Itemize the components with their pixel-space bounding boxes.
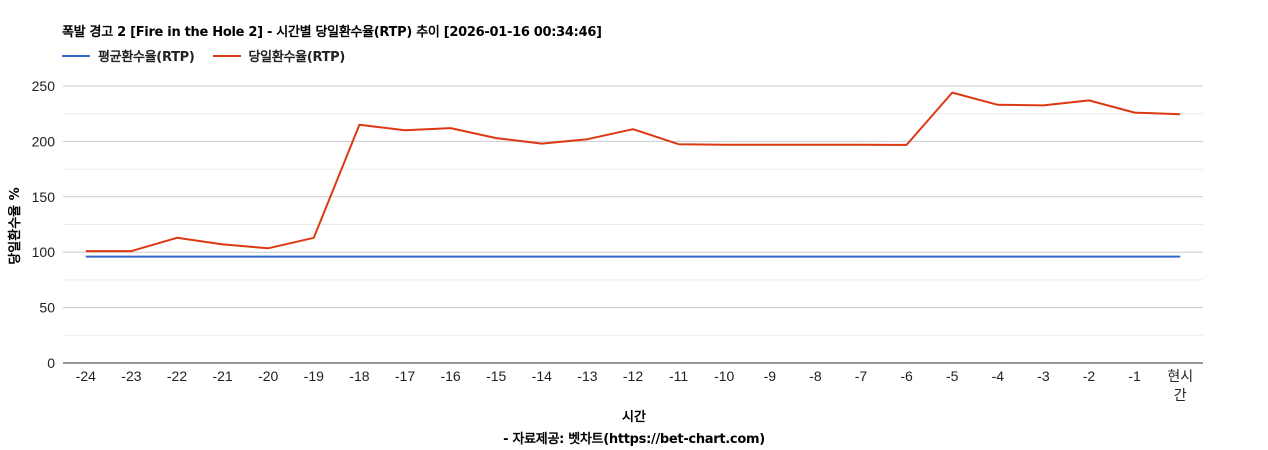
legend-label: 평균환수율(RTP) [98, 50, 195, 65]
legend-swatch-red-icon [212, 54, 241, 57]
x-tick-label: -17 [395, 368, 415, 384]
series-lines [85, 91, 1181, 258]
y-tick-label: 200 [32, 133, 56, 149]
x-tick-label: -16 [440, 368, 460, 384]
legend-item-average-rtp[interactable]: 평균환수율(RTP) [62, 46, 195, 65]
x-tick-label: -12 [623, 368, 643, 384]
x-tick-label: 현시 [1167, 368, 1193, 384]
x-tick-label: -2 [1083, 368, 1096, 384]
x-tick-label: -6 [900, 368, 913, 384]
x-tick-label: -18 [349, 368, 369, 384]
y-tick-label: 150 [32, 189, 56, 205]
x-axis-ticks: -24 -23 -22 -21 -20 -19 -18 -17 -16 -15 -14 -13 -12 -… [76, 368, 1193, 403]
legend-item-daily-rtp[interactable]: 당일환수율(RTP) [212, 46, 346, 65]
y-tick-label: 50 [39, 300, 55, 316]
x-tick-label: -23 [121, 368, 141, 384]
y-axis-ticks: 0 50 100 150 200 250 [32, 78, 56, 371]
x-axis-title: 시간 [622, 410, 646, 425]
x-tick-label: -4 [992, 368, 1005, 384]
x-tick-label: -13 [577, 368, 597, 384]
legend-label: 당일환수율(RTP) [248, 50, 346, 65]
y-tick-label: 0 [47, 355, 55, 371]
legend-swatch-blue-icon [62, 54, 90, 57]
x-tick-label: -7 [855, 368, 868, 384]
y-tick-label: 100 [32, 244, 56, 260]
x-tick-label: -3 [1037, 368, 1050, 384]
x-tick-label: -15 [486, 368, 506, 384]
x-tick-label: -1 [1128, 368, 1141, 384]
y-axis-title: 당일환수율 % [7, 187, 23, 264]
x-tick-label: -22 [167, 368, 187, 384]
x-tick-label: -8 [809, 368, 822, 384]
x-tick-label: 간 [1174, 387, 1187, 403]
x-tick-label: -20 [258, 368, 278, 384]
y-tick-label: 250 [32, 78, 56, 94]
x-tick-label: -5 [946, 368, 959, 384]
chart-legend: 평균환수율(RTP) 당일환수율(RTP) [62, 46, 345, 65]
x-tick-label: -24 [76, 368, 96, 384]
x-tick-label: -9 [764, 368, 777, 384]
x-tick-label: -11 [669, 368, 688, 384]
x-tick-label: -21 [212, 368, 232, 384]
gridlines [63, 85, 1203, 336]
daily-rtp-line[interactable] [85, 91, 1181, 253]
x-tick-label: -14 [532, 368, 552, 384]
chart-title: 폭발 경고 2 [Fire in the Hole 2] - 시간별 당일환수율… [62, 25, 602, 40]
x-tick-label: -10 [714, 368, 734, 384]
x-tick-label: -19 [304, 368, 324, 384]
data-credit: - 자료제공: 벳차트(https://bet-chart.com) [503, 432, 765, 447]
